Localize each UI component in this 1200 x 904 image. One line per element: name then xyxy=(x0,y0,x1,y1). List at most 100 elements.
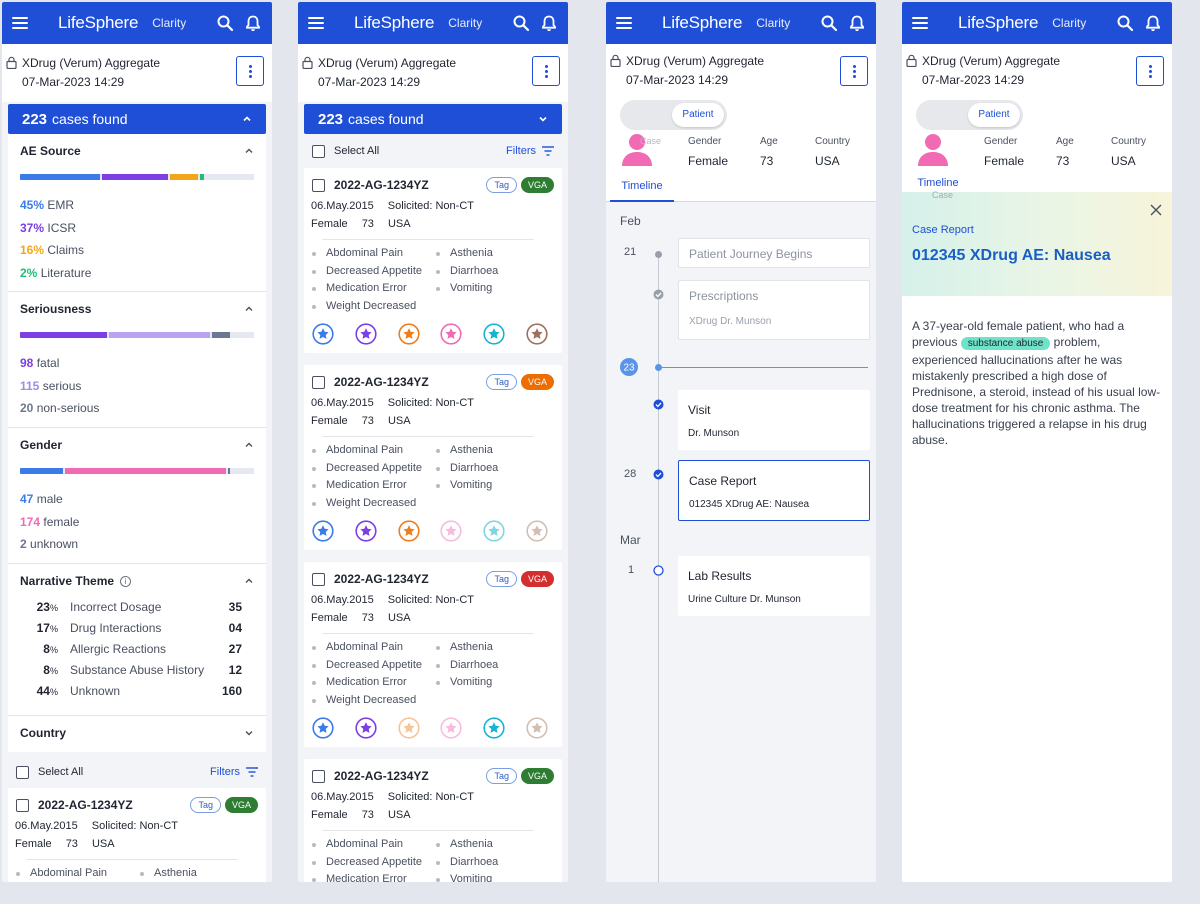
select-all-checkbox[interactable] xyxy=(312,144,325,158)
timeline-event-prescriptions[interactable]: Prescriptions XDrug Dr. Munson xyxy=(678,280,870,340)
info-icon[interactable]: i xyxy=(120,575,132,587)
tab-timeline[interactable]: Timeline xyxy=(610,176,674,202)
case-card[interactable]: 2022-AG-1234YZ Tag VGA 06.May.2015 Solicited… xyxy=(304,759,562,882)
timeline-event-journey[interactable]: Patient Journey Begins xyxy=(678,238,870,268)
menu-icon[interactable] xyxy=(912,17,928,29)
timeline-event-case-report[interactable]: Case Report 012345 XDrug AE: Nausea xyxy=(678,460,870,521)
legend-emr[interactable]: 45% EMR xyxy=(20,194,254,217)
cases-found-banner[interactable]: 223 cases found xyxy=(8,104,266,134)
star-icon[interactable] xyxy=(397,717,420,739)
star-icon[interactable] xyxy=(397,520,420,542)
chevron-up-icon[interactable] xyxy=(244,576,254,586)
case-checkbox[interactable] xyxy=(312,375,325,389)
star-icon[interactable] xyxy=(312,323,334,345)
event-list: Abdominal Pain Asthenia xyxy=(8,860,266,882)
narrative-row[interactable]: 17% Drug Interactions 04 xyxy=(20,618,254,639)
star-icon[interactable] xyxy=(440,323,462,345)
legend-unknown[interactable]: 2 unknown xyxy=(20,533,254,556)
toggle-patient-label[interactable]: Patient xyxy=(672,103,724,127)
chevron-up-icon[interactable] xyxy=(242,114,252,124)
chevron-up-icon[interactable] xyxy=(244,440,254,450)
star-icon[interactable] xyxy=(312,520,334,542)
tag-pill[interactable]: Tag xyxy=(190,797,221,813)
legend-literature[interactable]: 2% Literature xyxy=(20,262,254,285)
legend-claims[interactable]: 16% Claims xyxy=(20,239,254,262)
legend-icsr[interactable]: 37% ICSR xyxy=(20,217,254,240)
bell-icon[interactable] xyxy=(540,14,558,32)
tag-pill[interactable]: Tag xyxy=(486,374,517,390)
tag-pill[interactable]: Tag xyxy=(486,768,517,784)
more-options-button[interactable] xyxy=(1136,56,1164,86)
bell-icon[interactable] xyxy=(1144,14,1162,32)
star-icon[interactable] xyxy=(355,717,377,739)
star-icon[interactable] xyxy=(483,323,505,345)
bell-icon[interactable] xyxy=(848,14,866,32)
cases-found-banner[interactable]: 223 cases found xyxy=(304,104,562,134)
narrative-theme-header[interactable]: Narrative Theme i xyxy=(20,574,254,588)
seriousness-header[interactable]: Seriousness xyxy=(20,302,254,316)
narrative-row[interactable]: 8% Allergic Reactions 27 xyxy=(20,639,254,660)
substance-abuse-highlight[interactable]: substance abuse xyxy=(960,337,1051,350)
chevron-up-icon[interactable] xyxy=(244,304,254,314)
case-checkbox[interactable] xyxy=(312,769,325,783)
toggle-patient-label[interactable]: Patient xyxy=(968,103,1020,127)
narrative-row[interactable]: 44% Unknown 160 xyxy=(20,681,254,702)
legend-non-serious[interactable]: 20 non-serious xyxy=(20,397,254,420)
narrative-row[interactable]: 23% Incorrect Dosage 35 xyxy=(20,597,254,618)
search-icon[interactable] xyxy=(216,14,234,32)
chevron-down-icon[interactable] xyxy=(538,114,548,124)
more-options-button[interactable] xyxy=(236,56,264,86)
event-item: Vomiting xyxy=(436,871,546,882)
star-icon[interactable] xyxy=(312,717,334,739)
case-checkbox[interactable] xyxy=(16,798,29,812)
legend-serious[interactable]: 115 serious xyxy=(20,375,254,398)
star-icon[interactable] xyxy=(526,520,548,542)
legend-fatal[interactable]: 98 fatal xyxy=(20,352,254,375)
country-section[interactable]: Country xyxy=(8,716,266,752)
case-card[interactable]: 2022-AG-1234YZ Tag VGA 06.May.2015 Solicite… xyxy=(8,788,266,882)
chevron-down-icon[interactable] xyxy=(244,728,254,738)
search-icon[interactable] xyxy=(512,14,530,32)
more-options-button[interactable] xyxy=(840,56,868,86)
menu-icon[interactable] xyxy=(616,17,632,29)
star-icon[interactable] xyxy=(440,520,462,542)
case-checkbox[interactable] xyxy=(312,572,325,586)
case-checkbox[interactable] xyxy=(312,178,325,192)
menu-icon[interactable] xyxy=(12,17,28,29)
star-icon[interactable] xyxy=(526,717,548,739)
country-header[interactable]: Country xyxy=(20,726,254,740)
star-icon[interactable] xyxy=(483,520,505,542)
star-icon[interactable] xyxy=(397,323,420,345)
close-icon[interactable] xyxy=(1150,204,1162,216)
search-icon[interactable] xyxy=(820,14,838,32)
tab-case[interactable]: Case xyxy=(932,190,954,200)
star-icon[interactable] xyxy=(355,323,377,345)
filters-button[interactable]: Filters xyxy=(506,145,554,157)
star-icon[interactable] xyxy=(355,520,377,542)
case-card[interactable]: 2022-AG-1234YZ Tag VGA 06.May.2015 Solicited… xyxy=(304,562,562,747)
ae-source-header[interactable]: AE Source xyxy=(20,144,254,158)
timeline-event-visit[interactable]: Visit Dr. Munson xyxy=(678,390,870,450)
timeline-event-lab-results[interactable]: Lab Results Urine Culture Dr. Munson xyxy=(678,556,870,616)
filters-button[interactable]: Filters xyxy=(210,766,258,778)
star-icon[interactable] xyxy=(483,717,505,739)
star-icon[interactable] xyxy=(440,717,462,739)
bell-icon[interactable] xyxy=(244,14,262,32)
chevron-up-icon[interactable] xyxy=(244,146,254,156)
case-card[interactable]: 2022-AG-1234YZ Tag VGA 06.May.2015 Solicited… xyxy=(304,168,562,353)
legend-female[interactable]: 174 female xyxy=(20,511,254,534)
case-card[interactable]: 2022-AG-1234YZ Tag VGA 06.May.2015 Solicited… xyxy=(304,365,562,550)
patient-case-toggle[interactable]: Case Patient xyxy=(620,100,727,130)
search-icon[interactable] xyxy=(1116,14,1134,32)
menu-icon[interactable] xyxy=(308,17,324,29)
tag-pill[interactable]: Tag xyxy=(486,571,517,587)
patient-case-toggle[interactable]: Patient xyxy=(916,100,1023,130)
star-icon[interactable] xyxy=(526,323,548,345)
tag-pill[interactable]: Tag xyxy=(486,177,517,193)
more-options-button[interactable] xyxy=(532,56,560,86)
tab-timeline[interactable]: Timeline xyxy=(917,177,959,189)
gender-header[interactable]: Gender xyxy=(20,438,254,452)
select-all-checkbox[interactable] xyxy=(16,765,29,779)
legend-male[interactable]: 47 male xyxy=(20,488,254,511)
narrative-row[interactable]: 8% Substance Abuse History 12 xyxy=(20,660,254,681)
